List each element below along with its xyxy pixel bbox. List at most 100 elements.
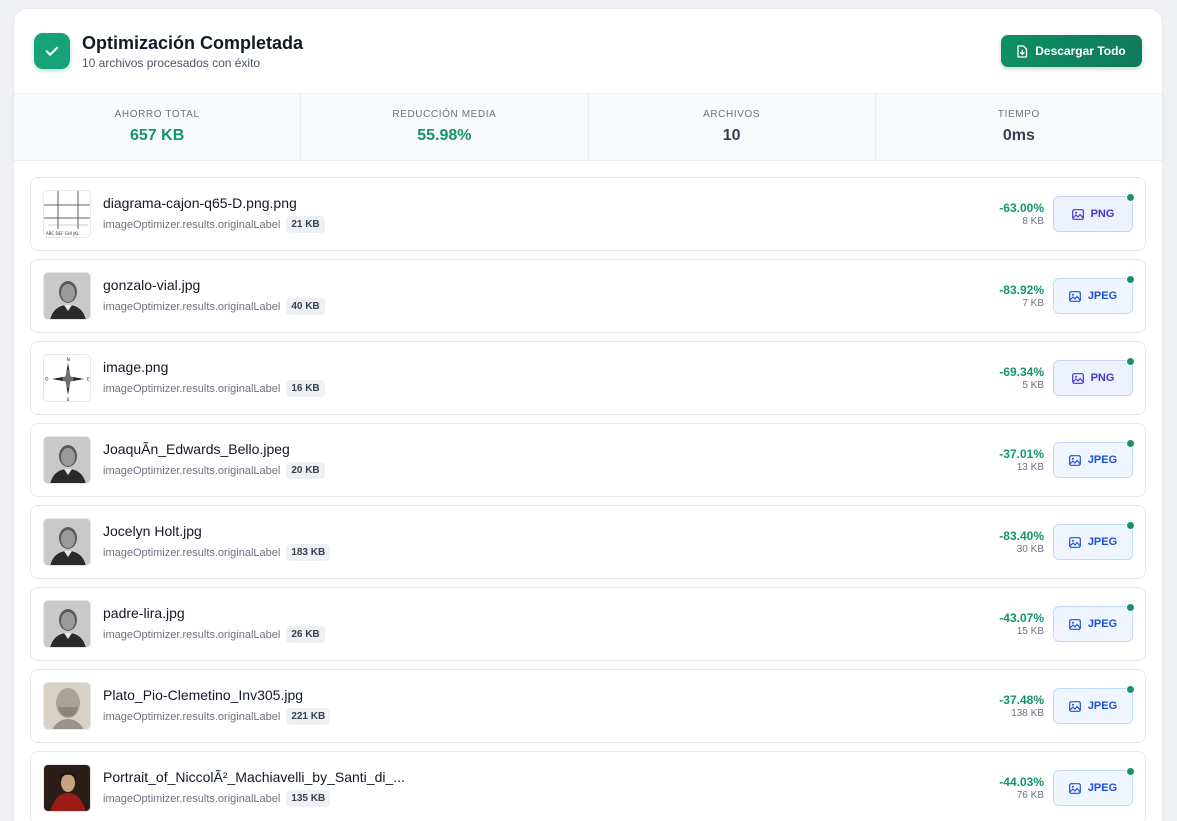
new-size: 7 KB — [1022, 298, 1044, 309]
stat-total-savings: AHORRO TOTAL 657 KB — [14, 94, 302, 160]
file-name: Portrait_of_NiccolÃ²_Machiavelli_by_Sant… — [103, 769, 405, 785]
file-name: padre-lira.jpg — [103, 605, 185, 621]
stat-files: ARCHIVOS 10 — [589, 94, 876, 160]
original-label: imageOptimizer.results.originalLabel — [103, 546, 281, 559]
image-icon — [1071, 372, 1084, 384]
file-row: Plato_Pio-Clemetino_Inv305.jpg imageOpti… — [30, 669, 1146, 743]
original-label: imageOptimizer.results.originalLabel — [103, 710, 281, 723]
file-row: N S O E image.png imageOptimizer.results.or… — [30, 341, 1146, 415]
download-all-button[interactable]: Descargar Todo — [1001, 35, 1142, 67]
stat-label: ARCHIVOS — [703, 109, 761, 120]
status-dot — [1126, 603, 1135, 612]
reduction-percent: -83.40% — [999, 529, 1044, 543]
download-file-button[interactable]: PNG — [1053, 357, 1135, 396]
format-label: JPEG — [1087, 782, 1118, 794]
stats-bar: AHORRO TOTAL 657 KB REDUCCIÓN MEDIA 55.9… — [14, 93, 1162, 161]
original-size-badge: 221 KB — [286, 708, 331, 725]
file-thumbnail: N S O E — [43, 354, 91, 402]
file-name: gonzalo-vial.jpg — [103, 277, 201, 293]
success-check-icon — [34, 33, 70, 69]
file-name: Plato_Pio-Clemetino_Inv305.jpg — [103, 687, 304, 703]
download-file-button[interactable]: JPEG — [1053, 685, 1135, 724]
file-list: ABC DEF GHI JKL diagrama-cajon-q65-D.png… — [14, 161, 1162, 821]
file-thumbnail — [43, 600, 91, 648]
file-thumbnail — [43, 764, 91, 812]
new-size: 138 KB — [1011, 708, 1044, 719]
image-icon — [1068, 536, 1081, 548]
file-thumbnail — [43, 682, 91, 730]
file-name: diagrama-cajon-q65-D.png.png — [103, 195, 297, 211]
stat-value: 55.98% — [417, 127, 472, 144]
format-label: PNG — [1090, 208, 1115, 220]
new-size: 8 KB — [1022, 216, 1044, 227]
download-file-button[interactable]: JPEG — [1053, 521, 1135, 560]
page-subtitle: 10 archivos procesados con éxito — [82, 56, 261, 70]
stat-value: 657 KB — [130, 127, 185, 144]
original-label: imageOptimizer.results.originalLabel — [103, 218, 281, 231]
new-size: 76 KB — [1016, 790, 1044, 801]
file-thumbnail — [43, 518, 91, 566]
stat-label: REDUCCIÓN MEDIA — [392, 109, 497, 120]
status-dot — [1126, 193, 1135, 202]
results-header: Optimización Completada 10 archivos proc… — [14, 9, 1162, 93]
svg-text:ABC DEF GHI JKL: ABC DEF GHI JKL — [46, 231, 80, 236]
format-label: JPEG — [1087, 290, 1118, 302]
original-label: imageOptimizer.results.originalLabel — [103, 300, 281, 313]
new-size: 5 KB — [1022, 380, 1044, 391]
download-file-button[interactable]: JPEG — [1053, 767, 1135, 806]
image-icon — [1068, 700, 1081, 712]
file-name: image.png — [103, 359, 169, 375]
format-label: JPEG — [1087, 700, 1118, 712]
status-dot — [1126, 357, 1135, 366]
original-size-badge: 20 KB — [286, 462, 325, 479]
status-dot — [1126, 767, 1135, 776]
format-label: JPEG — [1087, 618, 1118, 630]
original-size-badge: 183 KB — [286, 544, 331, 561]
download-file-button[interactable]: PNG — [1053, 193, 1135, 232]
image-icon — [1068, 618, 1081, 630]
stat-time: TIEMPO 0ms — [876, 94, 1162, 160]
reduction-percent: -83.92% — [999, 283, 1044, 297]
status-dot — [1126, 275, 1135, 284]
image-icon — [1071, 208, 1084, 220]
reduction-percent: -37.48% — [999, 693, 1044, 707]
results-card: Optimización Completada 10 archivos proc… — [13, 8, 1163, 821]
stat-value: 10 — [722, 127, 741, 144]
svg-text:S: S — [67, 397, 70, 402]
file-name: JoaquÃn_Edwards_Bello.jpeg — [103, 441, 290, 457]
original-size-badge: 26 KB — [286, 626, 325, 643]
file-thumbnail — [43, 436, 91, 484]
file-download-icon — [1017, 44, 1028, 58]
reduction-percent: -69.34% — [999, 365, 1044, 379]
page-title: Optimización Completada — [82, 33, 304, 53]
status-dot — [1126, 685, 1135, 694]
image-icon — [1068, 454, 1081, 466]
original-label: imageOptimizer.results.originalLabel — [103, 464, 281, 477]
original-label: imageOptimizer.results.originalLabel — [103, 628, 281, 641]
file-row: Jocelyn Holt.jpg imageOptimizer.results.… — [30, 505, 1146, 579]
original-label: imageOptimizer.results.originalLabel — [103, 792, 281, 805]
stat-average-reduction: REDUCCIÓN MEDIA 55.98% — [301, 94, 589, 160]
format-label: PNG — [1090, 372, 1115, 384]
svg-text:O: O — [45, 377, 49, 383]
status-dot — [1126, 439, 1135, 448]
original-size-badge: 21 KB — [286, 216, 325, 233]
format-label: JPEG — [1087, 536, 1118, 548]
file-row: padre-lira.jpg imageOptimizer.results.or… — [30, 587, 1146, 661]
file-row: gonzalo-vial.jpg imageOptimizer.results.… — [30, 259, 1146, 333]
file-row: Portrait_of_NiccolÃ²_Machiavelli_by_Sant… — [30, 751, 1146, 821]
image-icon — [1068, 290, 1081, 302]
image-icon — [1068, 782, 1081, 794]
download-all-label: Descargar Todo — [1035, 44, 1126, 58]
format-label: JPEG — [1087, 454, 1118, 466]
new-size: 15 KB — [1016, 626, 1044, 637]
reduction-percent: -63.00% — [999, 201, 1044, 215]
file-thumbnail: ABC DEF GHI JKL — [43, 190, 91, 238]
file-row: JoaquÃn_Edwards_Bello.jpeg imageOptimize… — [30, 423, 1146, 497]
download-file-button[interactable]: JPEG — [1053, 275, 1135, 314]
download-file-button[interactable]: JPEG — [1053, 439, 1135, 478]
new-size: 30 KB — [1016, 544, 1044, 555]
original-size-badge: 40 KB — [286, 298, 325, 315]
stat-value: 0ms — [1002, 127, 1035, 144]
download-file-button[interactable]: JPEG — [1053, 603, 1135, 642]
